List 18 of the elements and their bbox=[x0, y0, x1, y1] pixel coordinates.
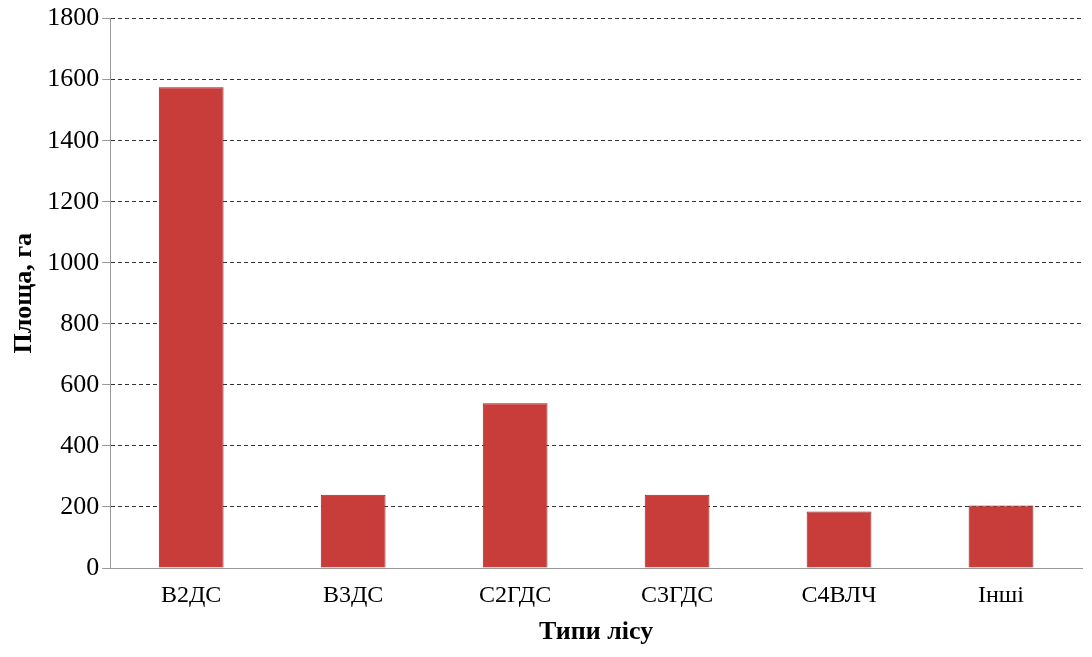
y-tick-label: 1200 bbox=[47, 185, 100, 215]
y-tick-label: 1800 bbox=[47, 2, 100, 32]
y-tick-label: 0 bbox=[86, 551, 100, 581]
x-axis-title: Типи лісу bbox=[539, 616, 654, 646]
y-tick-label: 400 bbox=[60, 429, 100, 459]
x-tick-label: В3ДС bbox=[322, 580, 384, 607]
y-axis-title: Площа, га bbox=[8, 233, 38, 354]
x-tick-label: С2ГДС bbox=[479, 580, 552, 607]
y-tick-label: 1400 bbox=[47, 124, 100, 154]
x-tick-label: С3ГДС bbox=[641, 580, 714, 607]
y-tick-label: 200 bbox=[60, 490, 100, 520]
x-tick-label: С4ВЛЧ bbox=[801, 580, 877, 607]
x-tick-label: В2ДС bbox=[160, 580, 222, 607]
y-tick-label: 1000 bbox=[47, 246, 100, 276]
y-tick-label: 800 bbox=[60, 307, 100, 337]
y-tick-label: 600 bbox=[60, 368, 100, 398]
x-tick-label: Інші bbox=[978, 580, 1025, 607]
y-tick-label: 1600 bbox=[47, 63, 100, 93]
